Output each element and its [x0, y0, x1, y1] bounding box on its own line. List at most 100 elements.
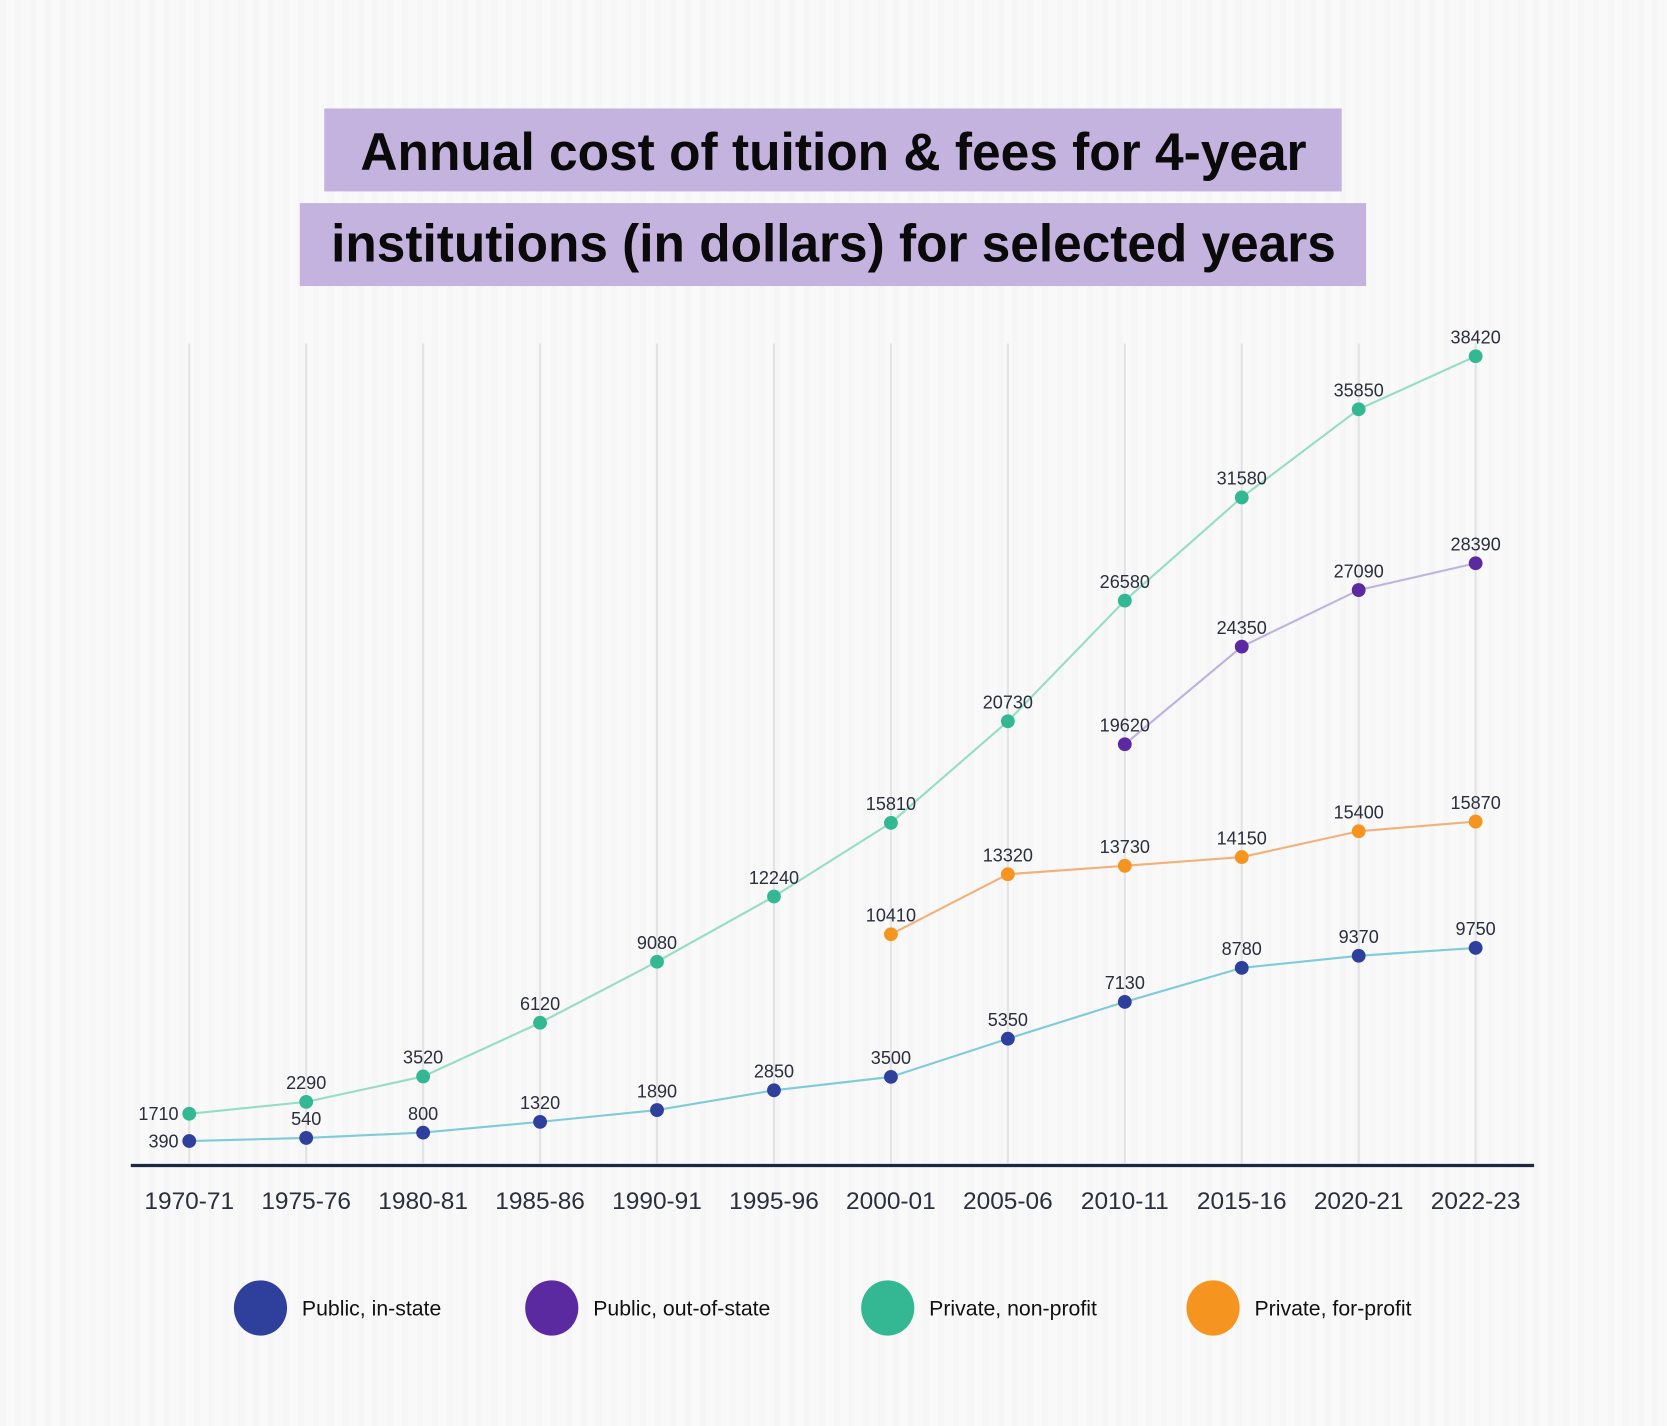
value-label: 1710	[138, 1104, 178, 1124]
x-tick-label: 2015-16	[1197, 1188, 1287, 1215]
value-label: 5350	[988, 1010, 1028, 1030]
point-private-for-profit[interactable]	[1000, 867, 1015, 882]
point-private-for-profit[interactable]	[1351, 824, 1366, 839]
point-public-in-state[interactable]	[1234, 960, 1249, 975]
point-public-out-of-state[interactable]	[1117, 737, 1132, 752]
legend-label: Public, in-state	[302, 1296, 441, 1320]
value-label: 540	[291, 1109, 321, 1129]
value-label: 20730	[983, 693, 1033, 713]
x-tick-label: 1970-71	[144, 1188, 234, 1215]
title-line1: Annual cost of tuition & fees for 4-year	[360, 123, 1306, 182]
point-public-in-state[interactable]	[1117, 995, 1132, 1009]
line-public-out-of-state	[1124, 562, 1476, 746]
value-label: 3520	[403, 1048, 443, 1068]
value-label: 28390	[1451, 535, 1501, 555]
value-label: 2850	[754, 1062, 794, 1082]
legend: Public, in-state Public, out-of-state Priv…	[233, 1280, 1412, 1336]
value-label: 800	[408, 1104, 438, 1124]
point-public-out-of-state[interactable]	[1234, 639, 1249, 654]
point-private-for-profit[interactable]	[1117, 858, 1132, 873]
series-lines	[189, 355, 1477, 1143]
point-private-nonprofit[interactable]	[883, 815, 898, 830]
value-label: 24350	[1217, 618, 1267, 638]
value-labels: 390 540 800 1320 1890 2850 3500 5350 7130 8780 937…	[138, 327, 1500, 1151]
legend-label: Private, for-profit	[1255, 1296, 1412, 1320]
series-points	[182, 349, 1483, 1148]
value-label: 6120	[520, 994, 560, 1014]
line-public-in-state	[189, 946, 1476, 1143]
value-label: 9080	[637, 933, 677, 953]
point-public-in-state[interactable]	[883, 1069, 898, 1084]
point-private-nonprofit[interactable]	[1468, 349, 1483, 364]
point-private-nonprofit[interactable]	[767, 889, 781, 904]
legend-item-public-in-state[interactable]: Public, in-state	[233, 1280, 441, 1336]
x-tick-label: 1990-91	[612, 1188, 702, 1215]
x-axis-ticks: 1970-71 1975-76 1980-81 1985-86 1990-91 1995-…	[144, 1188, 1520, 1215]
point-public-in-state[interactable]	[1000, 1031, 1015, 1046]
point-private-nonprofit[interactable]	[650, 954, 664, 969]
point-private-nonprofit[interactable]	[1351, 402, 1366, 417]
title-highlight-line2	[299, 203, 1367, 287]
value-label: 38420	[1451, 327, 1501, 347]
value-label: 35850	[1334, 381, 1384, 401]
point-public-in-state[interactable]	[182, 1134, 197, 1148]
value-label: 1890	[637, 1081, 677, 1101]
point-public-in-state[interactable]	[299, 1131, 314, 1145]
value-label: 3500	[871, 1048, 911, 1068]
chart-title: Annual cost of tuition & fees for 4-year…	[299, 108, 1367, 287]
x-tick-label: 2000-01	[846, 1188, 936, 1215]
legend-swatch-icon	[861, 1280, 915, 1336]
legend-swatch-icon	[525, 1280, 579, 1336]
x-tick-label: 2020-21	[1314, 1188, 1404, 1215]
title-highlight-line1	[324, 108, 1342, 192]
point-private-for-profit[interactable]	[1234, 850, 1249, 865]
value-label: 390	[148, 1131, 178, 1151]
x-tick-label: 1975-76	[261, 1188, 351, 1215]
value-label: 9370	[1339, 927, 1379, 947]
value-label: 8780	[1222, 939, 1262, 959]
value-label: 26580	[1100, 572, 1150, 592]
x-tick-label: 1980-81	[378, 1188, 468, 1215]
value-label: 15870	[1451, 793, 1501, 813]
point-public-in-state[interactable]	[767, 1083, 781, 1098]
value-label: 13320	[983, 845, 1033, 865]
point-private-nonprofit[interactable]	[1000, 714, 1015, 729]
legend-label: Private, non-profit	[929, 1296, 1097, 1320]
value-label: 27090	[1334, 561, 1384, 581]
value-label: 1320	[520, 1093, 560, 1113]
value-label: 12240	[749, 868, 799, 888]
point-private-for-profit[interactable]	[1468, 814, 1483, 829]
point-private-nonprofit[interactable]	[299, 1094, 314, 1109]
point-public-in-state[interactable]	[650, 1103, 664, 1117]
value-label: 19620	[1100, 716, 1150, 736]
point-private-nonprofit[interactable]	[182, 1106, 197, 1121]
line-private-for-profit	[890, 820, 1476, 936]
value-label: 14150	[1217, 828, 1267, 848]
point-public-in-state[interactable]	[416, 1125, 431, 1140]
legend-item-private-nonprofit[interactable]: Private, non-profit	[861, 1280, 1097, 1336]
point-private-nonprofit[interactable]	[1234, 490, 1249, 505]
point-private-nonprofit[interactable]	[416, 1069, 431, 1084]
x-tick-label: 2010-11	[1081, 1188, 1169, 1215]
point-private-for-profit[interactable]	[883, 927, 898, 942]
value-label: 7130	[1105, 973, 1145, 993]
point-public-in-state[interactable]	[1468, 940, 1483, 955]
legend-item-public-out-of-state[interactable]: Public, out-of-state	[525, 1280, 770, 1336]
x-tick-label: 2022-23	[1431, 1188, 1521, 1215]
point-public-in-state[interactable]	[533, 1114, 547, 1129]
value-label: 9750	[1456, 919, 1496, 939]
x-tick-label: 1985-86	[495, 1188, 585, 1215]
point-public-out-of-state[interactable]	[1351, 583, 1366, 597]
point-private-nonprofit[interactable]	[1117, 593, 1132, 608]
value-label: 15810	[866, 794, 916, 814]
point-public-in-state[interactable]	[1351, 948, 1366, 963]
legend-item-private-for-profit[interactable]: Private, for-profit	[1186, 1280, 1412, 1336]
value-label: 15400	[1334, 802, 1384, 822]
legend-label: Public, out-of-state	[593, 1296, 770, 1320]
x-tick-label: 1995-96	[729, 1188, 819, 1215]
point-private-nonprofit[interactable]	[533, 1015, 547, 1030]
line-private-nonprofit	[189, 355, 1477, 1115]
title-line2: institutions (in dollars) for selected y…	[331, 215, 1336, 274]
point-public-out-of-state[interactable]	[1468, 556, 1483, 571]
